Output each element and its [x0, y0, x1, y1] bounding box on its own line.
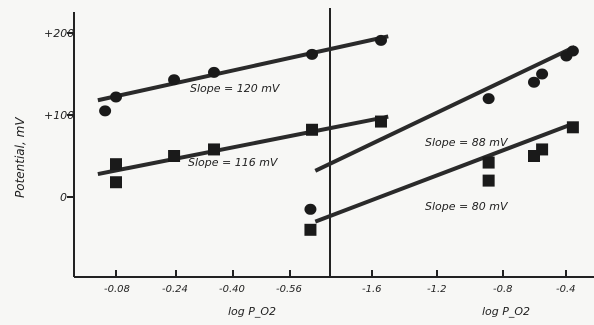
data-point-left-0-4 — [306, 48, 319, 60]
data-point-right-0-0 — [482, 93, 495, 105]
fit-line-right-0 — [314, 45, 576, 173]
y-tick-label-100: +100 — [44, 109, 74, 122]
x-tick-label-right-1: -1.6 — [362, 284, 382, 295]
x-tick-label-left-3: -0.40 — [219, 284, 245, 295]
data-point-right-1-2 — [482, 174, 495, 187]
data-point-left-0-1 — [110, 91, 122, 103]
data-point-right-0-2 — [536, 68, 549, 80]
data-point-left-1-5 — [374, 115, 387, 128]
data-point-left-0-5 — [374, 34, 387, 46]
x-axis-label-left: log P_O2 — [228, 305, 276, 318]
data-point-left-0-0 — [99, 105, 112, 117]
data-point-right-0-1 — [528, 76, 540, 88]
data-point-left-1-1 — [110, 176, 122, 189]
data-point-left-1-0 — [110, 158, 122, 171]
x-tick-label-left-4: -0.56 — [276, 284, 302, 295]
x-tick-label-left-2: -0.24 — [162, 284, 188, 295]
data-point-right-1-0 — [304, 223, 317, 236]
data-point-right-1-5 — [566, 121, 579, 134]
slope-annotation-120: Slope = 120 mV — [190, 82, 281, 95]
y-tick-label-200: +200 — [44, 27, 74, 40]
y-axis-label: Potential, mV — [13, 117, 27, 198]
data-point-right-2-0 — [304, 203, 317, 215]
x-tick-label-right-4: -0.4 — [556, 284, 576, 295]
x-axis-label-right: log P_O2 — [482, 305, 530, 318]
data-point-left-0-2 — [168, 74, 181, 86]
slope-annotation-88: Slope = 88 mV — [425, 136, 509, 149]
y-tick-label-0: 0 — [60, 191, 67, 204]
x-tick-label-right-3: -0.8 — [493, 284, 513, 295]
slope-annotation-80: Slope = 80 mV — [425, 200, 509, 213]
slope-annotation-116: Slope = 116 mV — [188, 156, 279, 169]
fit-line-right-1 — [314, 121, 576, 224]
data-point-right-0-4 — [566, 45, 579, 57]
x-tick-label-right-2: -1.2 — [427, 284, 447, 295]
data-marks — [97, 34, 579, 236]
data-point-left-1-4 — [306, 123, 319, 136]
x-tick-label-left-1: -0.08 — [104, 284, 130, 295]
data-point-right-1-1 — [482, 156, 495, 169]
data-point-left-1-3 — [208, 143, 221, 156]
fit-line-left-0 — [97, 34, 389, 103]
data-point-left-0-3 — [208, 66, 221, 78]
fit-line-left-1 — [97, 114, 389, 177]
data-point-left-1-2 — [168, 150, 181, 162]
data-point-right-1-4 — [536, 143, 549, 156]
